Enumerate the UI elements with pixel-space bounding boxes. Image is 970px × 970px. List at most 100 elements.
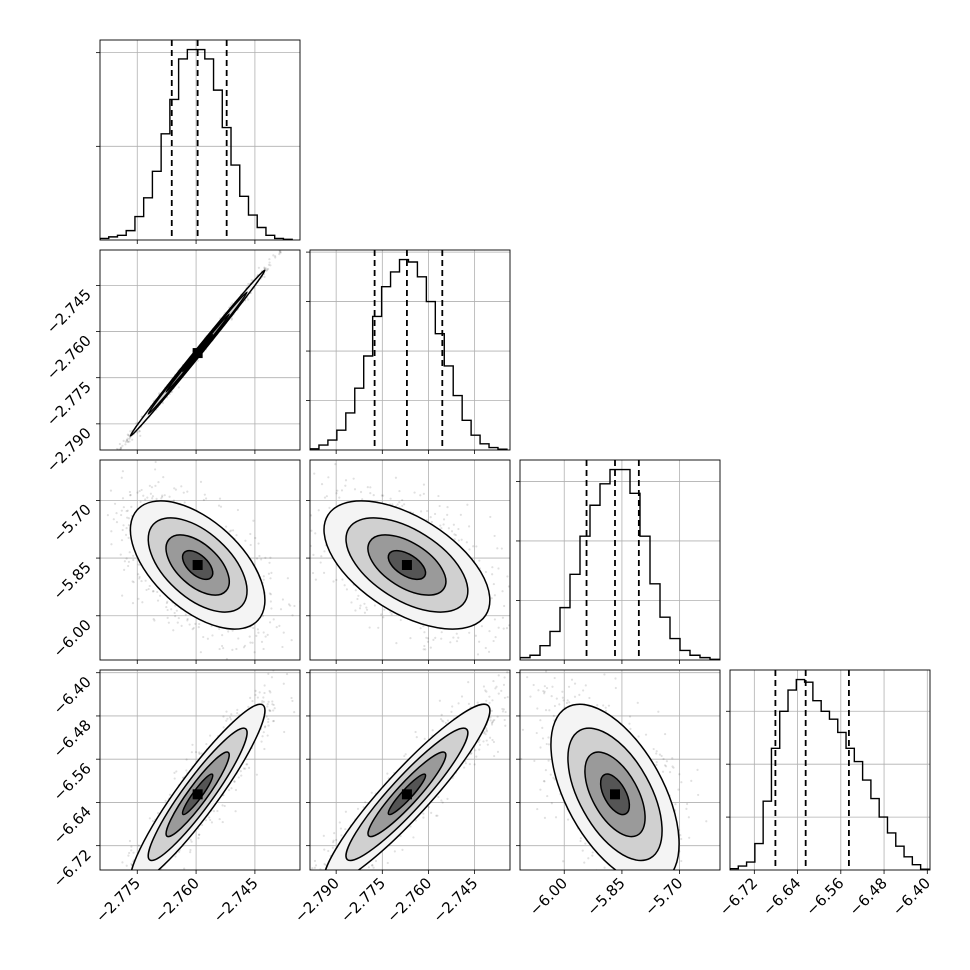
y-tick-label: −6.00 [50,616,95,661]
scatter-point [369,486,372,489]
scatter-point [211,634,214,637]
panel-frame [99,249,301,451]
scatter-point [512,620,514,622]
scatter-point [194,622,197,625]
scatter-point [389,497,392,500]
scatter-point [501,707,504,711]
scatter-point [47,535,49,537]
panel-2-1 [259,459,514,664]
scatter-point [172,629,175,632]
scatter-point [491,738,494,742]
scatter-point [218,817,221,821]
scatter-point [249,641,252,644]
scatter-point [126,437,129,440]
scatter-point [244,539,247,542]
scatter-point [204,497,208,500]
scatter-point [128,436,132,439]
scatter-point [440,713,443,717]
scatter-point [129,494,132,497]
scatter-point [254,693,257,697]
scatter-point [272,618,275,621]
scatter-point [165,601,168,605]
scatter-point [113,502,117,505]
scatter-point [489,719,492,722]
scatter-point [173,487,176,490]
scatter-point [359,604,362,607]
scatter-point [314,578,318,581]
scatter-point [451,705,454,708]
scatter-point [430,520,433,524]
scatter-point [493,594,497,597]
scatter-point [234,810,237,813]
scatter-point [166,608,169,612]
panel-content [310,250,510,450]
scatter-point [426,640,430,643]
scatter-point [455,640,459,643]
scatter-point [129,493,132,497]
scatter-point [173,777,176,780]
scatter-point [121,497,125,500]
scatter-point [268,709,271,712]
scatter-point [191,743,194,746]
scatter-point [221,644,224,648]
scatter-point [316,881,318,883]
scatter-point [476,653,480,656]
scatter-point [125,527,128,530]
scatter-point [127,524,131,527]
scatter-point [303,585,305,587]
scatter-point [508,624,510,627]
scatter-point [144,579,147,582]
scatter-point [117,875,119,877]
scatter-point [262,700,265,703]
scatter-point [183,867,186,870]
scatter-point [270,676,274,679]
scatter-point [210,821,214,824]
scatter-point [139,500,142,503]
scatter-point [326,916,328,918]
scatter-point [338,496,341,499]
scatter-point [285,672,289,676]
scatter-point [274,256,277,259]
scatter-point [130,862,133,865]
scatter-point [206,637,209,640]
scatter-point [189,848,192,852]
scatter-point [423,644,426,648]
scatter-point [227,630,230,633]
scatter-point [177,616,180,620]
scatter-point [180,624,183,627]
scatter-point [127,440,130,444]
scatter-point [303,622,305,624]
scatter-point [140,579,143,583]
scatter-point [266,268,269,272]
scatter-point [497,626,500,629]
scatter-point [266,633,269,636]
scatter-point [401,498,404,502]
scatter-point [160,875,162,877]
scatter-point [453,538,456,541]
scatter-point [283,730,286,734]
scatter-point [236,708,239,712]
scatter-point [328,506,331,510]
scatter-point [162,476,165,479]
scatter-point [478,743,482,747]
panel-3-1 [306,669,513,918]
scatter-point [310,529,313,532]
scatter-point [231,529,235,532]
scatter-point [128,490,131,494]
scatter-point [484,689,487,692]
scatter-point [503,604,506,608]
scatter-point [506,671,509,674]
scatter-point [236,508,240,512]
scatter-point [127,560,131,563]
scatter-point [492,582,495,586]
scatter-point [368,626,371,629]
scatter-point [272,254,275,257]
scatter-point [113,456,115,458]
scatter-point [259,488,261,490]
scatter-point [126,516,129,519]
panel-frame [309,249,511,451]
scatter-point [511,690,513,692]
scatter-point [223,804,226,808]
scatter-point [340,489,344,492]
scatter-point [136,877,138,879]
